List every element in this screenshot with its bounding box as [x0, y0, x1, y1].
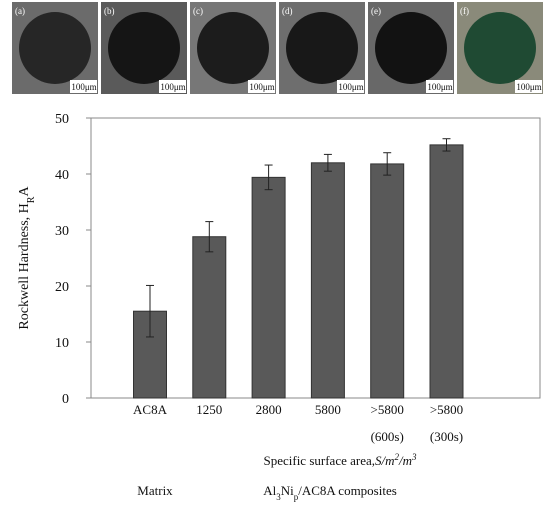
- scale-label: 100μm: [249, 82, 274, 92]
- scale-box: [337, 80, 364, 93]
- y-tick-label: 10: [55, 336, 69, 351]
- x-tick-label: 2800: [256, 402, 282, 417]
- scale-label: 100μm: [338, 82, 363, 92]
- x-tick-sublabel: (300s): [430, 429, 463, 444]
- error-bar: [442, 138, 451, 152]
- micrograph-feature: [286, 12, 358, 84]
- scale-label: 100μm: [427, 82, 452, 92]
- error-bar: [264, 164, 273, 191]
- scale-label: 100μm: [160, 82, 185, 92]
- x-tick-sublabel: (600s): [371, 429, 404, 444]
- micrograph-label: (d): [282, 6, 293, 16]
- scale-label: 100μm: [71, 82, 96, 92]
- micrograph-label: (a): [15, 6, 25, 16]
- scale-box: [515, 80, 542, 93]
- micrograph-feature: [19, 12, 91, 84]
- group-text: Al: [263, 483, 276, 498]
- x-tick-label: AC8A: [133, 402, 168, 417]
- micrograph-strip: (a) 100μm (b) 100μm (c) 100μm (d) 100μm (e) 100μm…: [12, 2, 543, 94]
- micrograph-label: (f): [460, 6, 469, 16]
- scale-box: [70, 80, 97, 93]
- x-tick-label: >5800: [371, 402, 404, 417]
- y-label-sub: R: [26, 196, 37, 203]
- y-label-text: Rockwell Hardness, H: [17, 203, 32, 329]
- bar: [310, 162, 345, 399]
- micrograph-feature: [375, 12, 447, 84]
- bar: [192, 236, 227, 399]
- micrograph-feature: [464, 12, 536, 84]
- x-label-text: Specific surface area,: [263, 453, 375, 468]
- group-text: /AC8A composites: [298, 483, 397, 498]
- x-label-mid: /m: [398, 453, 412, 468]
- y-tick-label: 30: [55, 224, 69, 239]
- y-label-after: A: [17, 186, 32, 197]
- y-tick-label: 50: [55, 112, 69, 127]
- group-text: Ni: [281, 483, 294, 498]
- x-axis-label: Specific surface area,S/m2/m3: [263, 452, 417, 468]
- x-label-sup: 2: [395, 452, 400, 462]
- bar: [429, 144, 464, 399]
- group-label: Al3Nip/AC8A composites: [263, 483, 397, 502]
- micrograph-label: (b): [104, 6, 115, 16]
- scale-label: 100μm: [516, 82, 541, 92]
- error-bar: [146, 284, 154, 338]
- micrograph-feature: [108, 12, 180, 84]
- bar: [370, 163, 405, 399]
- x-label-var: S/m: [375, 453, 395, 468]
- scale-box: [426, 80, 453, 93]
- micrograph-label: (c): [193, 6, 203, 16]
- error-bar: [383, 152, 392, 176]
- error-bar: [323, 153, 332, 172]
- error-bar: [205, 221, 214, 253]
- y-tick-label: 0: [62, 392, 69, 407]
- scale-box: [248, 80, 275, 93]
- y-tick-label: 40: [55, 168, 69, 183]
- x-label-sup: 3: [411, 452, 417, 462]
- group-label: Matrix: [137, 483, 173, 498]
- bar: [251, 176, 286, 399]
- group-sub: 3: [276, 492, 281, 502]
- micrograph-label: (e): [371, 6, 381, 16]
- group-sub: p: [294, 492, 299, 502]
- scale-box: [159, 80, 186, 93]
- micrograph-feature: [197, 12, 269, 84]
- x-tick-label: >5800: [430, 402, 463, 417]
- x-tick-label: 1250: [196, 402, 222, 417]
- y-axis-label: Rockwell Hardness, HRA: [17, 186, 37, 330]
- x-tick-label: 5800: [315, 402, 341, 417]
- y-tick-label: 20: [55, 280, 69, 295]
